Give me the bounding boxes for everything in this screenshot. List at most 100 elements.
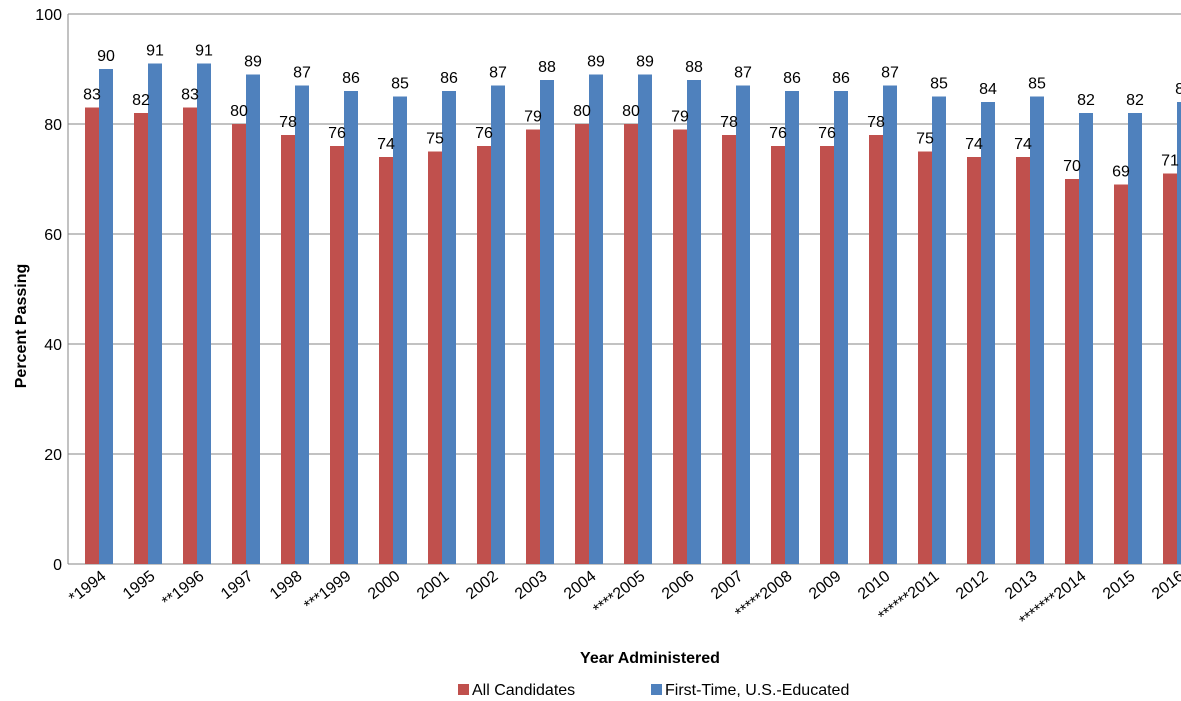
data-label-all-candidates: 83 [181,87,199,104]
bar-first-time [442,91,456,564]
bar-all-candidates [330,146,344,564]
x-tick-label: 2000 [365,568,404,603]
bar-first-time [1079,113,1093,564]
bar-first-time [883,85,897,564]
x-tick-label: ***1999 [301,568,354,615]
legend-label-first-time: First-Time, U.S.-Educated [665,682,849,699]
y-axis-title: Percent Passing [13,264,30,389]
bar-all-candidates [1114,184,1128,564]
x-tick-label: 1998 [267,568,306,603]
data-label-first-time: 82 [1126,92,1144,109]
data-label-all-candidates: 75 [916,131,934,148]
x-tick-label: 2003 [512,568,551,603]
bar-first-time [981,102,995,564]
x-tick-label: ****2005 [590,568,648,619]
data-label-first-time: 82 [1077,92,1095,109]
legend-swatch-all-candidates [458,684,469,695]
data-label-all-candidates: 82 [132,92,150,109]
bar-all-candidates [771,146,785,564]
data-label-first-time: 87 [734,65,752,82]
y-tick-label: 60 [44,227,62,244]
x-tick-label: 2010 [855,568,894,603]
y-tick-labels: 0 20 40 60 80 100 [35,7,62,574]
bar-all-candidates [624,124,638,564]
bar-first-time [540,80,554,564]
data-label-first-time: 88 [685,59,703,76]
x-tick-label: 1995 [120,568,159,603]
x-tick-label: 2007 [708,568,747,603]
data-label-first-time: 89 [636,54,654,71]
x-tick-label: *1994 [66,568,110,607]
bar-first-time [344,91,358,564]
bar-first-time [932,96,946,564]
bar-all-candidates [722,135,736,564]
legend-swatch-first-time [651,684,662,695]
y-tick-label: 100 [35,7,62,24]
data-label-all-candidates: 78 [720,114,738,131]
bar-first-time [687,80,701,564]
data-label-first-time: 87 [293,65,311,82]
data-label-first-time: 87 [489,65,507,82]
data-label-all-candidates: 76 [818,125,836,142]
data-label-first-time: 85 [391,76,409,93]
data-label-all-candidates: 74 [1014,136,1032,153]
x-tick-label: 1997 [218,568,257,603]
data-label-all-candidates: 71 [1161,153,1179,170]
bar-first-time [589,74,603,564]
bar-first-time [491,85,505,564]
data-label-first-time: 86 [440,70,458,87]
bar-all-candidates [281,135,295,564]
data-label-first-time: 85 [930,76,948,93]
bar-first-time [393,96,407,564]
bar-all-candidates [183,107,197,564]
data-label-first-time: 86 [342,70,360,87]
data-label-first-time: 84 [1175,81,1181,98]
x-tick-label: 2013 [1002,568,1041,603]
data-label-all-candidates: 74 [965,136,983,153]
bar-all-candidates [918,151,932,564]
bars [85,63,1181,564]
data-label-first-time: 86 [832,70,850,87]
data-label-all-candidates: 74 [377,136,395,153]
x-tick-label: 2015 [1100,568,1139,603]
data-label-all-candidates: 80 [573,103,591,120]
data-label-all-candidates: 70 [1063,158,1081,175]
bar-all-candidates [477,146,491,564]
x-axis-title: Year Administered [580,650,720,667]
x-tick-labels: *1994 1995 **1996 1997 1998***1999 2000 2001 20… [66,568,1181,630]
y-tick-label: 80 [44,117,62,134]
bar-all-candidates [232,124,246,564]
bar-first-time [834,91,848,564]
x-tick-label: 2016 [1149,568,1181,603]
data-label-first-time: 85 [1028,76,1046,93]
data-label-first-time: 89 [244,54,262,71]
data-label-all-candidates: 79 [524,109,542,126]
legend: All Candidates First-Time, U.S.-Educated [458,682,849,699]
data-label-all-candidates: 75 [426,131,444,148]
bar-all-candidates [820,146,834,564]
bar-first-time [1177,102,1181,564]
data-label-all-candidates: 83 [83,87,101,104]
bar-first-time [1030,96,1044,564]
x-tick-label: **1996 [159,568,207,611]
bar-first-time [246,74,260,564]
bar-all-candidates [428,151,442,564]
data-label-all-candidates: 80 [622,103,640,120]
x-tick-label: 2002 [463,568,502,603]
bar-all-candidates [85,107,99,564]
data-label-first-time: 88 [538,59,556,76]
data-label-all-candidates: 80 [230,103,248,120]
data-label-first-time: 91 [146,43,164,60]
data-label-first-time: 87 [881,65,899,82]
data-label-first-time: 91 [195,43,213,60]
bar-first-time [1128,113,1142,564]
bar-first-time [99,69,113,564]
x-tick-label: 2004 [561,568,600,603]
data-label-all-candidates: 78 [279,114,297,131]
data-label-all-candidates: 76 [769,125,787,142]
data-label-all-candidates: 78 [867,114,885,131]
x-tick-label: 2001 [414,568,453,603]
y-tick-label: 40 [44,337,62,354]
